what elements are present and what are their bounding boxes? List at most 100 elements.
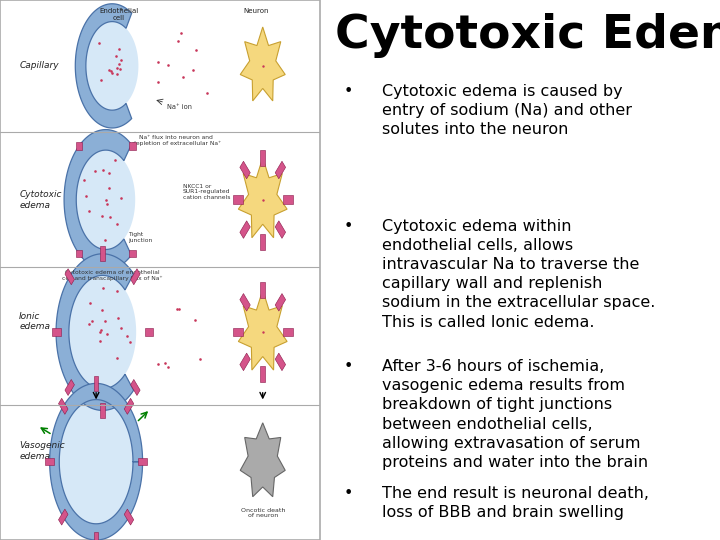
Point: [177, 73, 189, 82]
Bar: [76, 250, 82, 258]
Polygon shape: [100, 403, 105, 418]
Polygon shape: [45, 458, 54, 465]
Point: [112, 219, 123, 228]
Polygon shape: [283, 195, 292, 204]
Polygon shape: [238, 158, 287, 238]
Point: [257, 328, 269, 336]
Bar: [76, 142, 82, 150]
Point: [172, 37, 184, 45]
Polygon shape: [238, 290, 287, 370]
Point: [121, 332, 132, 341]
Text: Cytotoxic Edema: Cytotoxic Edema: [336, 14, 720, 58]
Polygon shape: [65, 380, 74, 395]
Text: Na⁺ ion: Na⁺ ion: [166, 104, 192, 110]
Point: [111, 64, 122, 73]
Polygon shape: [240, 353, 251, 370]
Point: [125, 338, 136, 347]
FancyBboxPatch shape: [0, 0, 320, 540]
Point: [174, 304, 185, 313]
Polygon shape: [100, 246, 105, 261]
Polygon shape: [260, 150, 265, 166]
Polygon shape: [138, 458, 147, 465]
Text: Cytotoxic
edema: Cytotoxic edema: [19, 190, 62, 210]
Point: [171, 305, 183, 314]
Point: [189, 316, 201, 325]
Polygon shape: [125, 399, 134, 414]
Point: [191, 45, 202, 54]
Polygon shape: [64, 130, 131, 270]
Polygon shape: [52, 328, 60, 336]
Text: Neuron: Neuron: [243, 8, 269, 14]
Polygon shape: [145, 328, 153, 336]
Polygon shape: [240, 161, 251, 179]
Point: [93, 38, 104, 47]
Point: [115, 194, 127, 202]
Polygon shape: [260, 366, 265, 382]
Polygon shape: [130, 269, 140, 285]
Text: Oncotic death
of neuron: Oncotic death of neuron: [240, 508, 285, 518]
Text: •: •: [343, 359, 353, 374]
Polygon shape: [86, 22, 138, 110]
Point: [257, 62, 269, 70]
Point: [96, 326, 107, 335]
Polygon shape: [59, 400, 133, 524]
Point: [83, 320, 94, 329]
Point: [112, 313, 124, 322]
Polygon shape: [275, 294, 286, 311]
Point: [176, 29, 187, 38]
Point: [100, 195, 112, 204]
Polygon shape: [56, 254, 134, 410]
Point: [152, 78, 163, 86]
Text: Endothelial
cell: Endothelial cell: [99, 8, 138, 21]
Text: •: •: [343, 219, 353, 234]
Point: [110, 52, 122, 60]
Point: [257, 195, 269, 204]
Text: Capillary: Capillary: [19, 62, 59, 70]
Polygon shape: [275, 221, 286, 238]
Text: The end result is neuronal death,
loss of BBB and brain swelling: The end result is neuronal death, loss o…: [382, 486, 649, 520]
Point: [112, 354, 123, 362]
Point: [97, 284, 109, 293]
Polygon shape: [260, 234, 265, 250]
Polygon shape: [125, 509, 134, 525]
Point: [101, 200, 112, 208]
Point: [80, 192, 91, 200]
Polygon shape: [76, 150, 135, 249]
Text: Cytotoxic edema within
endothelial cells, allows
intravascular Na to traverse th: Cytotoxic edema within endothelial cells…: [382, 219, 655, 330]
Polygon shape: [240, 423, 285, 497]
Point: [99, 236, 111, 245]
Text: Ionic
edema: Ionic edema: [19, 312, 50, 331]
Point: [78, 176, 90, 184]
Point: [194, 355, 206, 363]
Polygon shape: [260, 282, 265, 298]
Point: [115, 324, 127, 333]
Point: [160, 359, 171, 368]
Point: [99, 316, 111, 325]
Point: [109, 156, 121, 164]
Text: NKCC1 or
SUR1-regulated
cation channels: NKCC1 or SUR1-regulated cation channels: [183, 184, 230, 200]
Text: Cytotoxic edema is caused by
entry of sodium (Na) and other
solutes into the neu: Cytotoxic edema is caused by entry of so…: [382, 84, 632, 137]
Point: [101, 330, 112, 339]
Polygon shape: [130, 380, 140, 395]
Polygon shape: [69, 275, 136, 389]
Point: [163, 61, 174, 70]
Point: [152, 58, 163, 66]
Point: [94, 337, 106, 346]
Point: [89, 167, 101, 176]
Polygon shape: [240, 294, 251, 311]
Point: [114, 64, 126, 73]
Point: [95, 76, 107, 84]
Text: Cytotoxic edema of endothelial
cell and transcapillary flux of Na⁺: Cytotoxic edema of endothelial cell and …: [62, 270, 163, 281]
Point: [96, 211, 108, 220]
Polygon shape: [94, 376, 99, 391]
Point: [94, 327, 106, 336]
Point: [103, 66, 114, 75]
Point: [96, 305, 107, 314]
Polygon shape: [275, 161, 286, 179]
Point: [86, 317, 98, 326]
Point: [106, 67, 117, 76]
Point: [113, 45, 125, 53]
Point: [111, 70, 122, 79]
Polygon shape: [233, 328, 243, 336]
Point: [104, 213, 116, 221]
